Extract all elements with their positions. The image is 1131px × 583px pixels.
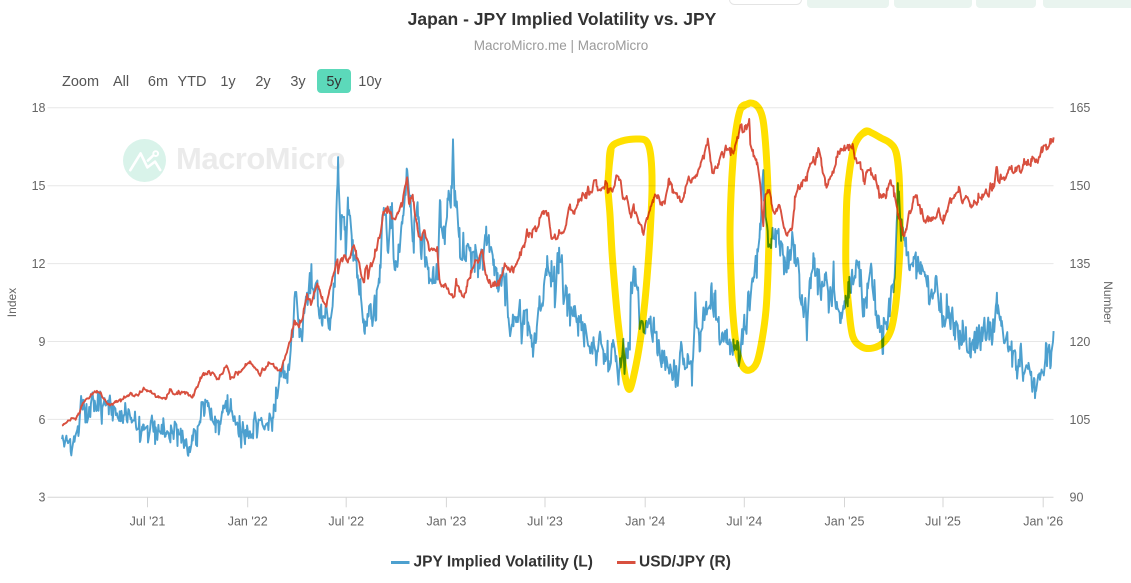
svg-text:All: All — [113, 74, 129, 90]
svg-text:165: 165 — [1070, 101, 1091, 115]
svg-text:USD/JPY (R): USD/JPY (R) — [639, 554, 731, 571]
svg-text:Jul '22: Jul '22 — [328, 515, 364, 529]
svg-text:Jan '24: Jan '24 — [625, 515, 665, 529]
svg-text:YTD: YTD — [178, 74, 207, 90]
svg-text:MacroMicro: MacroMicro — [176, 141, 345, 176]
svg-text:3y: 3y — [290, 74, 306, 90]
svg-text:Index: Index — [5, 288, 19, 317]
svg-text:150: 150 — [1070, 179, 1091, 193]
svg-text:120: 120 — [1070, 335, 1091, 349]
svg-text:3: 3 — [39, 491, 46, 505]
svg-text:12: 12 — [32, 257, 46, 271]
svg-text:9: 9 — [39, 335, 46, 349]
svg-text:5y: 5y — [326, 74, 342, 90]
svg-text:Jul '25: Jul '25 — [925, 515, 961, 529]
svg-text:Japan - JPY Implied Volatility: Japan - JPY Implied Volatility vs. JPY — [408, 9, 717, 29]
svg-text:Zoom: Zoom — [62, 74, 99, 90]
svg-text:6: 6 — [39, 413, 46, 427]
svg-text:MacroMicro.me | MacroMicro: MacroMicro.me | MacroMicro — [474, 38, 649, 53]
svg-text:18: 18 — [32, 101, 46, 115]
svg-text:Jul '21: Jul '21 — [130, 515, 166, 529]
svg-text:Number: Number — [1101, 281, 1115, 324]
svg-text:Jul '24: Jul '24 — [726, 515, 762, 529]
svg-text:JPY Implied Volatility (L): JPY Implied Volatility (L) — [414, 554, 593, 571]
svg-text:2y: 2y — [255, 74, 271, 90]
svg-text:10y: 10y — [358, 74, 382, 90]
svg-text:1y: 1y — [220, 74, 236, 90]
svg-text:135: 135 — [1070, 257, 1091, 271]
svg-text:Jan '23: Jan '23 — [426, 515, 466, 529]
svg-text:6m: 6m — [148, 74, 168, 90]
svg-text:105: 105 — [1070, 413, 1091, 427]
svg-text:90: 90 — [1070, 491, 1084, 505]
svg-text:15: 15 — [32, 179, 46, 193]
svg-text:Jan '26: Jan '26 — [1023, 515, 1063, 529]
svg-text:Jan '22: Jan '22 — [228, 515, 268, 529]
svg-text:Jan '25: Jan '25 — [825, 515, 865, 529]
svg-text:Jul '23: Jul '23 — [527, 515, 563, 529]
